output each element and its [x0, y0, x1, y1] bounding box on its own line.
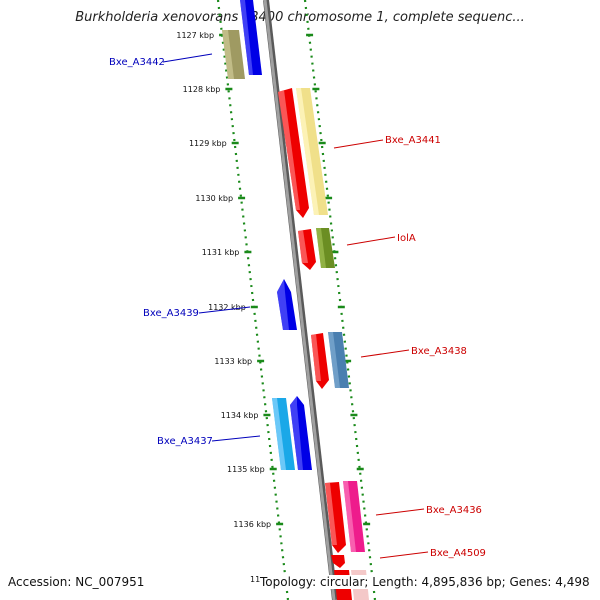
gene-feature-bxe-a3436[interactable]: [325, 482, 346, 553]
gene-label-leader: [211, 435, 261, 442]
gene-label[interactable]: Bxe_A3437: [157, 436, 213, 447]
gene-feature-bxe-a4509[interactable]: [331, 555, 345, 568]
left-guide-line: [216, 0, 290, 600]
gene-feature-bxe-a3436-pink[interactable]: [343, 481, 365, 552]
gene-feature[interactable]: [222, 30, 245, 79]
kbp-tick-label: 1129 kbp: [189, 139, 227, 148]
gene-label-leader: [379, 551, 429, 559]
gene-label[interactable]: Bxe_A3439: [143, 308, 199, 319]
gene-label-leader: [375, 508, 425, 516]
kbp-tick-label: 1133 kbp: [214, 357, 252, 366]
kbp-tick-label: 1131 kbp: [202, 248, 240, 257]
gene-feature-bxe-a3442[interactable]: [240, 0, 262, 75]
gene-label-leader: [333, 139, 384, 149]
backbone: [263, 0, 336, 600]
gene-feature-bxe-a3437[interactable]: [290, 396, 312, 470]
gene-label[interactable]: Bxe_A4509: [430, 548, 486, 559]
gene-feature-iola[interactable]: [298, 229, 316, 270]
gene-label[interactable]: Bxe_A3436: [426, 505, 482, 516]
gene-label[interactable]: Bxe_A3438: [411, 346, 467, 357]
kbp-tick-label: 1132 kbp: [208, 303, 246, 312]
gene-feature-bxe-a3441[interactable]: [278, 88, 309, 218]
accession-text: Accession: NC_007951: [8, 575, 145, 589]
kbp-tick-label: 1134 kbp: [221, 411, 259, 420]
gene-label-leader: [346, 236, 396, 246]
gene-feature-bxe-a3438[interactable]: [311, 333, 329, 389]
gene-label-leader: [360, 349, 410, 358]
kbp-tick-label: 1127 kbp: [176, 31, 214, 40]
kbp-tick-label: 1130 kbp: [195, 194, 233, 203]
gene-feature-bxe-a3441-light[interactable]: [296, 88, 328, 215]
kbp-tick-label: 1135 kbp: [227, 465, 265, 474]
kbp-tick-label: 1128 kbp: [183, 85, 221, 94]
gene-feature-iola-green[interactable]: [316, 228, 335, 268]
map-title: Burkholderia xenovorans LB400 chromosome…: [75, 10, 525, 25]
gene-label-leader: [198, 306, 251, 314]
kbp-tick-label: 1136 kbp: [233, 520, 271, 529]
right-guide-line: [303, 0, 377, 600]
gene-label[interactable]: Bxe_A3442: [109, 57, 165, 68]
topology-text: Topology: circular; Length: 4,895,836 bp…: [260, 575, 590, 589]
gene-label-leader: [162, 53, 213, 63]
gene-feature-bxe-a3438-blue[interactable]: [328, 332, 349, 388]
gene-feature-bxe-a3437-light[interactable]: [272, 398, 295, 470]
gene-feature-bxe-a3439[interactable]: [277, 279, 297, 330]
gene-label[interactable]: Bxe_A3441: [385, 135, 441, 146]
gene-label[interactable]: IolA: [397, 233, 416, 244]
